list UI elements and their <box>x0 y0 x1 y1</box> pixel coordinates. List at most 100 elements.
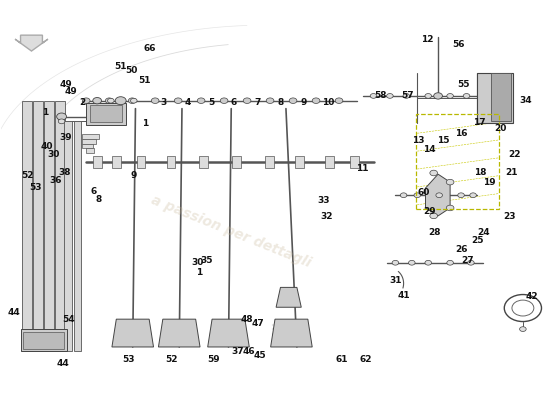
Text: 35: 35 <box>200 256 213 265</box>
Text: 11: 11 <box>356 164 369 173</box>
Polygon shape <box>74 120 81 351</box>
Circle shape <box>57 113 67 120</box>
Bar <box>167 156 175 168</box>
Bar <box>112 156 120 168</box>
Text: 8: 8 <box>96 195 102 204</box>
Text: 52: 52 <box>165 355 177 364</box>
Bar <box>86 148 95 153</box>
Circle shape <box>197 98 205 104</box>
Text: 32: 32 <box>321 212 333 221</box>
Text: 2: 2 <box>79 98 85 107</box>
Text: 34: 34 <box>519 96 532 105</box>
Text: 7: 7 <box>254 98 261 107</box>
Text: 12: 12 <box>421 35 433 44</box>
Text: 17: 17 <box>473 118 486 127</box>
Text: 40: 40 <box>41 142 53 151</box>
Circle shape <box>425 260 432 265</box>
Text: 44: 44 <box>56 359 69 368</box>
Text: 30: 30 <box>47 150 59 159</box>
Text: 56: 56 <box>452 40 465 49</box>
Polygon shape <box>426 174 450 216</box>
Polygon shape <box>55 101 65 351</box>
Text: 37: 37 <box>232 347 244 356</box>
Circle shape <box>151 98 159 104</box>
Circle shape <box>446 179 454 185</box>
Polygon shape <box>15 35 48 51</box>
Bar <box>82 144 94 148</box>
Circle shape <box>520 327 526 332</box>
Circle shape <box>436 193 442 198</box>
Bar <box>326 156 334 168</box>
Text: 66: 66 <box>144 44 157 53</box>
Polygon shape <box>112 319 153 347</box>
Text: 1: 1 <box>196 268 202 277</box>
Polygon shape <box>22 101 32 351</box>
Circle shape <box>130 98 137 103</box>
Text: 23: 23 <box>503 212 515 221</box>
Text: 41: 41 <box>397 291 410 300</box>
Circle shape <box>289 98 297 104</box>
Text: 25: 25 <box>471 236 483 245</box>
Text: 9: 9 <box>301 98 307 107</box>
Polygon shape <box>208 319 249 347</box>
Circle shape <box>463 94 470 98</box>
Text: 47: 47 <box>251 320 264 328</box>
Text: 20: 20 <box>494 124 507 133</box>
Circle shape <box>468 260 474 265</box>
Text: 53: 53 <box>122 355 135 364</box>
Bar <box>200 156 208 168</box>
Text: 21: 21 <box>505 168 518 177</box>
Circle shape <box>470 193 476 198</box>
Circle shape <box>243 98 251 104</box>
Bar <box>232 156 241 168</box>
Text: 51: 51 <box>139 76 151 84</box>
Text: 53: 53 <box>29 183 42 192</box>
Polygon shape <box>477 73 513 122</box>
Circle shape <box>446 205 454 211</box>
Text: 44: 44 <box>8 308 20 316</box>
Text: 51: 51 <box>114 62 127 72</box>
Text: 16: 16 <box>455 129 468 138</box>
Text: 46: 46 <box>243 347 256 356</box>
Text: 3: 3 <box>160 98 167 107</box>
Bar <box>82 134 99 139</box>
Text: 50: 50 <box>125 66 138 76</box>
Text: 61: 61 <box>336 355 348 364</box>
Circle shape <box>400 193 407 198</box>
Text: 54: 54 <box>62 316 74 324</box>
Circle shape <box>221 98 228 104</box>
Text: 29: 29 <box>423 208 436 216</box>
Circle shape <box>108 98 114 103</box>
Circle shape <box>392 260 399 265</box>
Text: 39: 39 <box>59 133 72 142</box>
Text: 28: 28 <box>428 228 441 237</box>
Circle shape <box>387 94 393 98</box>
Circle shape <box>106 98 113 104</box>
Text: 33: 33 <box>317 196 329 205</box>
Text: 15: 15 <box>437 136 450 145</box>
Text: 42: 42 <box>526 292 538 301</box>
Text: 55: 55 <box>458 80 470 88</box>
Circle shape <box>82 98 90 104</box>
Bar <box>82 139 96 144</box>
Polygon shape <box>44 101 54 351</box>
Circle shape <box>430 213 438 219</box>
Text: 24: 24 <box>478 228 491 237</box>
Text: 18: 18 <box>475 168 487 177</box>
Circle shape <box>128 98 136 104</box>
Polygon shape <box>64 120 72 351</box>
Text: 19: 19 <box>483 178 496 188</box>
Text: 30: 30 <box>191 258 204 267</box>
Text: 4: 4 <box>184 98 191 107</box>
Text: 9: 9 <box>131 171 137 180</box>
Circle shape <box>447 94 453 98</box>
Bar <box>416 114 499 209</box>
Polygon shape <box>276 287 301 307</box>
Circle shape <box>447 260 453 265</box>
Bar <box>350 156 359 168</box>
Bar <box>295 156 304 168</box>
Circle shape <box>115 97 126 105</box>
Circle shape <box>335 98 343 104</box>
Polygon shape <box>33 101 43 351</box>
Text: 5: 5 <box>208 98 214 107</box>
